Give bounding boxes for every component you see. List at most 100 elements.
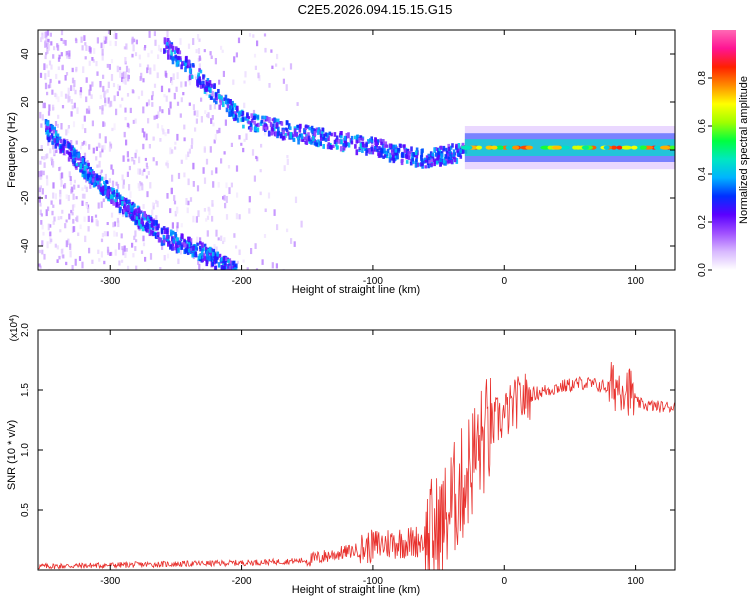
heatmap-branch-cell xyxy=(86,173,90,180)
heatmap-speckle xyxy=(122,155,125,162)
heatmap-speckle xyxy=(73,204,76,208)
heatmap-branch-cell xyxy=(175,243,179,248)
heatmap-speckle xyxy=(43,253,46,260)
heatmap-speckle xyxy=(172,73,175,80)
heatmap-branch-cell xyxy=(143,211,146,218)
heatmap-speckle xyxy=(286,228,289,233)
heatmap-branch-cell xyxy=(189,238,193,243)
heatmap-branch-cell xyxy=(433,160,436,167)
heatmap-speckle xyxy=(125,139,128,146)
heatmap-speckle xyxy=(256,40,259,47)
heatmap-branch-cell xyxy=(374,140,377,146)
heatmap-speckle xyxy=(205,89,208,96)
heatmap-branch-cell xyxy=(157,223,160,229)
heatmap-speckle xyxy=(121,174,124,181)
heatmap-branch-cell xyxy=(256,127,260,133)
heatmap-speckle xyxy=(263,234,267,238)
heatmap-branch-cell xyxy=(333,139,337,145)
heatmap-speckle xyxy=(95,156,98,161)
heatmap-speckle xyxy=(276,224,279,231)
heatmap-branch-cell xyxy=(260,120,264,124)
heatmap-speckle xyxy=(119,71,122,78)
heatmap-speckle xyxy=(194,127,197,132)
heatmap-speckle xyxy=(67,195,70,202)
heatmap-speckle xyxy=(104,173,107,181)
heatmap-branch-cell xyxy=(171,45,175,52)
heatmap-branch-cell xyxy=(103,180,106,185)
heatmap-speckle xyxy=(124,107,127,113)
heatmap-speckle xyxy=(55,149,58,154)
heatmap-branch-cell xyxy=(48,125,51,130)
x-tick-label: 100 xyxy=(627,276,644,287)
heatmap-branch-cell xyxy=(118,207,122,214)
heatmap-branch-cell xyxy=(451,143,454,148)
heatmap-branch-cell xyxy=(137,222,141,229)
heatmap-speckle xyxy=(81,45,84,51)
heatmap-branch-cell xyxy=(354,135,357,140)
heatmap-speckle xyxy=(207,112,210,119)
heatmap-branch-cell xyxy=(115,193,119,198)
heatmap-branch-cell xyxy=(439,157,442,162)
heatmap-branch-cell xyxy=(270,131,273,136)
heatmap-speckle xyxy=(68,171,71,178)
heatmap-speckle xyxy=(102,121,105,127)
heatmap-branch-cell xyxy=(176,49,179,54)
heatmap-speckle xyxy=(46,30,50,36)
heatmap-speckle xyxy=(47,111,51,116)
heatmap-speckle xyxy=(190,144,193,149)
heatmap-branch-cell xyxy=(289,132,293,136)
heatmap-speckle xyxy=(119,104,122,108)
heatmap-branch-cell xyxy=(399,143,402,149)
heatmap-branch-cell xyxy=(361,141,365,148)
heatmap-speckle xyxy=(69,250,72,258)
heatmap-speckle xyxy=(101,48,104,56)
heatmap-speckle xyxy=(47,206,50,212)
heatmap-branch-cell xyxy=(365,149,369,153)
heatmap-branch-cell xyxy=(213,260,216,265)
heatmap-branch-cell xyxy=(81,170,85,174)
heatmap-speckle xyxy=(83,216,86,222)
heatmap-speckle xyxy=(67,128,70,134)
heatmap-speckle xyxy=(68,213,71,220)
colorbar-tick-label: 0.8 xyxy=(697,71,708,85)
heatmap-branch-cell xyxy=(385,154,389,159)
heatmap-branch-cell xyxy=(209,246,212,253)
heatmap-branch-cell xyxy=(225,272,228,277)
heatmap-speckle xyxy=(52,54,55,59)
heatmap-branch-cell xyxy=(171,58,175,65)
heatmap-speckle xyxy=(123,71,126,78)
heatmap-branch-cell xyxy=(208,87,211,91)
heatmap-branch-cell xyxy=(173,246,177,251)
heatmap-branch-cell xyxy=(319,133,323,138)
heatmap-branch-cell xyxy=(222,101,225,108)
heatmap-branch-cell xyxy=(298,127,302,133)
heatmap-branch-cell xyxy=(68,142,71,149)
snr-x-axis-label: Height of straight line (km) xyxy=(292,584,420,596)
heatmap-branch-cell xyxy=(149,216,153,222)
heatmap-speckle xyxy=(180,223,183,228)
heatmap-speckle xyxy=(146,191,149,198)
heatmap-speckle xyxy=(286,155,289,159)
heatmap-speckle xyxy=(126,151,129,158)
heatmap-branch-cell xyxy=(124,211,128,216)
heatmap-speckle xyxy=(108,64,111,70)
heatmap-branch-cell xyxy=(199,241,202,245)
heatmap-branch-cell xyxy=(181,233,184,240)
heatmap-speckle xyxy=(49,32,52,37)
heatmap-speckle xyxy=(110,164,113,170)
heatmap-branch-cell xyxy=(63,139,67,144)
heatmap-branch-cell xyxy=(250,113,253,119)
heatmap-branch-cell xyxy=(385,151,389,157)
heatmap-branch-cell xyxy=(453,157,457,163)
spectrogram-x-axis-label: Height of straight line (km) xyxy=(292,284,420,296)
heatmap-branch-cell xyxy=(415,152,419,159)
heatmap-speckle xyxy=(126,171,129,178)
heatmap-speckle xyxy=(70,111,73,117)
heatmap-speckle xyxy=(111,180,115,188)
heatmap-branch-cell xyxy=(197,72,200,78)
heatmap-branch-cell xyxy=(315,142,318,147)
heatmap-speckle xyxy=(205,218,208,222)
heatmap-carrier-peak xyxy=(559,145,571,150)
heatmap-branch-cell xyxy=(89,166,92,173)
